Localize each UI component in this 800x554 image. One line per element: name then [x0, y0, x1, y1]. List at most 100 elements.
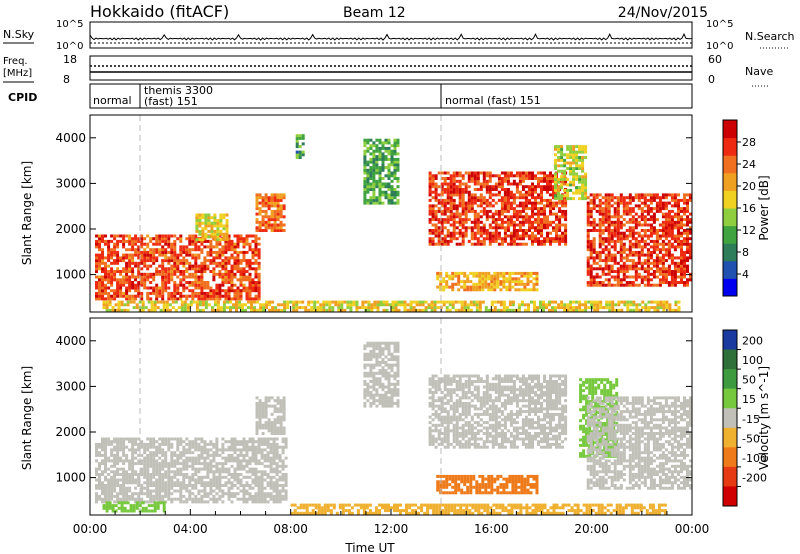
power-cell: [601, 229, 605, 232]
power-cell: [194, 239, 198, 243]
power-cell: [164, 239, 168, 243]
power-cell: [289, 300, 293, 304]
power-cell: [575, 158, 579, 162]
power-cell: [209, 245, 213, 249]
power-cell: [449, 201, 453, 205]
power-cell: [258, 207, 262, 211]
power-cell: [397, 303, 401, 307]
velocity-cell: [152, 470, 156, 474]
power-cell: [238, 300, 241, 304]
power-cell: [122, 283, 126, 287]
power-cell: [521, 231, 525, 235]
power-cell: [644, 303, 648, 307]
velocity-cell: [167, 437, 171, 441]
velocity-cell: [191, 464, 195, 468]
velocity-cell: [251, 456, 255, 460]
power-cell: [215, 294, 219, 298]
power-cell: [628, 209, 632, 213]
power-cell: [643, 259, 647, 263]
power-cell: [557, 158, 561, 162]
power-cell: [628, 229, 632, 232]
power-cell: [473, 234, 477, 238]
power-cell: [203, 261, 207, 265]
power-cell: [619, 270, 623, 273]
power-cell: [575, 153, 579, 157]
power-cell: [512, 229, 516, 232]
velocity-cell: [107, 492, 111, 496]
power-cell: [458, 220, 462, 224]
power-cell: [598, 229, 602, 232]
nsearch-label: N.Search: [745, 30, 795, 43]
velocity-cell: [107, 486, 111, 490]
power-cell: [673, 283, 677, 287]
power-cell: [449, 198, 453, 202]
velocity-cell: [158, 486, 162, 490]
power-cell: [366, 182, 370, 186]
power-cell: [673, 212, 677, 216]
power-cell: [569, 172, 573, 176]
power-cell: [393, 177, 397, 180]
velocity-cell: [113, 486, 117, 490]
power-cell: [470, 242, 474, 246]
power-cell: [101, 234, 104, 238]
power-cell: [502, 277, 506, 281]
power-cell: [122, 281, 126, 284]
power-cell: [631, 237, 635, 241]
power-cell: [255, 201, 259, 205]
velocity-cell: [95, 492, 98, 496]
velocity-cell: [122, 486, 126, 490]
power-cell: [248, 281, 252, 284]
power-cell: [218, 291, 222, 295]
velocity-cell: [215, 462, 219, 466]
power-cell: [689, 256, 692, 260]
power-cell: [254, 283, 258, 287]
power-cell: [491, 218, 495, 222]
power-cell: [431, 218, 435, 222]
power-cell: [552, 185, 555, 189]
power-cell: [677, 218, 680, 222]
power-cell: [179, 261, 183, 265]
velocity-cell: [128, 481, 132, 485]
power-cell: [110, 289, 114, 293]
power-cell: [517, 306, 521, 310]
power-cell: [452, 198, 456, 202]
power-cell: [673, 272, 677, 276]
velocity-cell: [224, 440, 228, 444]
velocity-cell: [134, 440, 138, 444]
power-cell: [337, 300, 341, 304]
power-cell: [452, 174, 456, 178]
velocity-cell: [146, 467, 150, 471]
power-cell: [418, 303, 422, 307]
power-cell: [637, 259, 641, 263]
power-cell: [689, 278, 692, 282]
power-cell: [503, 171, 507, 175]
power-cell: [209, 270, 213, 273]
power-cell: [191, 239, 195, 243]
velocity-cell: [119, 497, 123, 501]
power-cell: [540, 193, 543, 197]
velocity-cell: [95, 486, 98, 490]
power-cell: [658, 267, 662, 271]
power-cell: [219, 238, 223, 242]
power-cell: [282, 223, 286, 227]
power-cell: [195, 300, 199, 304]
power-cell: [221, 264, 225, 268]
velocity-cell: [137, 437, 141, 441]
power-cell: [146, 253, 150, 257]
power-cell: [557, 164, 561, 168]
velocity-cell: [239, 489, 243, 493]
velocity-cell: [152, 456, 156, 460]
power-cell: [628, 207, 632, 211]
velocity-cell: [149, 484, 153, 487]
power-cell: [182, 283, 186, 287]
power-cell: [655, 270, 659, 273]
power-cell: [578, 197, 582, 201]
power-cell: [619, 242, 623, 246]
velocity-cell: [200, 453, 204, 457]
power-cell: [534, 234, 537, 238]
power-cell: [239, 237, 243, 241]
power-cell: [610, 275, 614, 279]
velocity-cell: [203, 494, 207, 498]
power-cell: [104, 272, 107, 276]
power-cell: [167, 281, 171, 284]
